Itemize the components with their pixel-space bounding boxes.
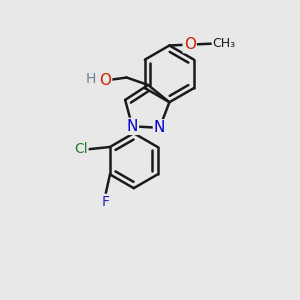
Text: O: O [99,73,111,88]
Text: H: H [85,72,96,86]
Text: Cl: Cl [74,142,88,156]
Text: F: F [101,195,110,209]
Text: N: N [154,120,165,135]
Text: CH₃: CH₃ [213,37,236,50]
Text: O: O [184,37,196,52]
Text: N: N [127,119,138,134]
